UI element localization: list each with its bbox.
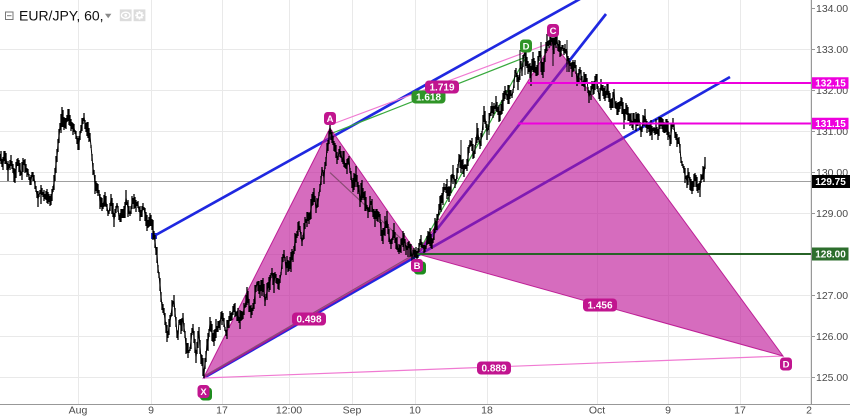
svg-text:133.00: 133.00 [816,44,848,56]
svg-text:1.618: 1.618 [416,93,441,104]
svg-text:18: 18 [481,405,493,417]
svg-text:129.00: 129.00 [816,208,848,220]
svg-text:129.75: 129.75 [815,177,846,188]
svg-text:17: 17 [216,405,228,417]
svg-text:9: 9 [148,405,154,417]
svg-text:2: 2 [806,405,812,417]
svg-text:128.00: 128.00 [815,250,846,261]
svg-text:0.889: 0.889 [481,364,506,375]
svg-text:10: 10 [409,405,421,417]
svg-text:Sep: Sep [343,405,362,417]
svg-text:134.00: 134.00 [816,3,848,15]
svg-text:12:00: 12:00 [276,405,302,417]
svg-text:Oct: Oct [589,405,605,417]
svg-text:17: 17 [734,405,746,417]
svg-text:D: D [783,359,790,370]
svg-text:9: 9 [665,405,671,417]
svg-text:1.719: 1.719 [429,83,454,94]
svg-text:B: B [414,261,421,272]
svg-text:Aug: Aug [69,405,88,417]
svg-text:A: A [327,114,334,125]
svg-text:125.00: 125.00 [816,372,848,384]
svg-text:C: C [550,26,557,37]
svg-text:X: X [200,387,207,398]
svg-text:126.00: 126.00 [816,331,848,343]
svg-text:127.00: 127.00 [816,290,848,302]
svg-text:EUR/JPY, 60,: EUR/JPY, 60, [19,8,104,24]
svg-text:0.498: 0.498 [296,315,321,326]
svg-text:1.456: 1.456 [587,301,612,312]
svg-text:131.15: 131.15 [815,119,846,130]
svg-text:132.15: 132.15 [815,79,846,90]
svg-text:D: D [523,41,530,52]
